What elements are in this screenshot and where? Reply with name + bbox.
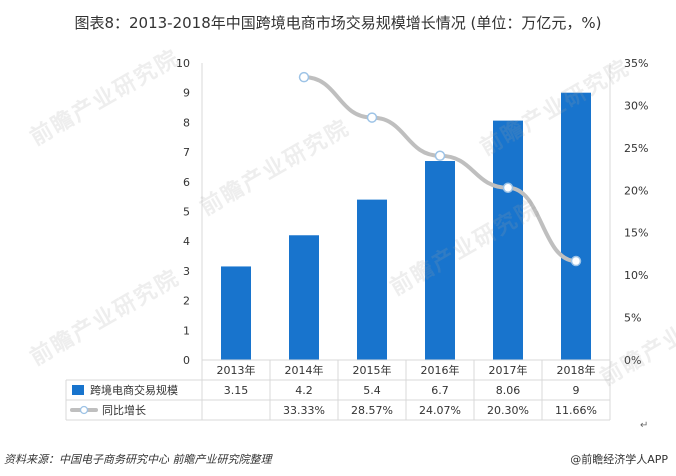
right-tick-label: 30% (624, 99, 648, 112)
source-text: 中国电子商务研究中心 前瞻产业研究院整理 (59, 453, 272, 466)
axes (201, 63, 611, 360)
right-tick-label: 20% (624, 184, 648, 197)
left-axis-ticks: 0 1 2 3 4 5 6 7 8 9 10 (176, 57, 190, 367)
bar (425, 161, 455, 360)
left-tick-label: 7 (183, 146, 190, 159)
source-note: 资料来源：中国电子商务研究中心 前瞻产业研究院整理 (4, 451, 272, 467)
right-tick-label: 10% (624, 269, 648, 282)
growth-value-label: 20.30% (487, 404, 529, 417)
growth-value-label: 24.07% (419, 404, 461, 417)
category-label: 2016年 (421, 363, 460, 377)
right-tick-label: 0% (624, 354, 641, 367)
left-tick-label: 5 (183, 206, 190, 219)
category-label: 2014年 (285, 363, 324, 377)
left-tick-label: 6 (183, 176, 190, 189)
growth-point (298, 71, 310, 83)
growth-value-label: 28.57% (351, 404, 393, 417)
legend-line-marker (79, 405, 89, 415)
source-label: 资料来源： (4, 453, 59, 466)
growth-point (434, 150, 446, 161)
bar-value-label: 3.15 (224, 384, 249, 397)
category-label: 2017年 (489, 363, 528, 377)
left-tick-label: 0 (183, 354, 190, 367)
bar (221, 266, 251, 360)
left-tick-label: 9 (183, 87, 190, 100)
bar-series (221, 92, 591, 360)
left-tick-label: 4 (183, 235, 190, 248)
bar-value-label: 6.7 (431, 384, 449, 397)
left-tick-label: 8 (183, 116, 190, 129)
bar-value-label: 8.06 (496, 384, 521, 397)
growth-point (502, 182, 514, 193)
bar (561, 92, 591, 360)
legend-bar-key (72, 385, 84, 395)
right-tick-label: 35% (624, 57, 648, 70)
left-tick-label: 2 (183, 295, 190, 308)
right-tick-label: 15% (624, 227, 648, 240)
right-tick-label: 25% (624, 142, 648, 155)
bar-value-label: 9 (573, 384, 580, 397)
left-tick-label: 3 (183, 265, 190, 278)
bar (289, 235, 319, 360)
bar (493, 120, 523, 360)
data-table: 2013年 2014年 2015年 2016年 2017年 2018年跨境电商交易规模同比… (65, 359, 611, 421)
category-label: 2015年 (353, 363, 392, 377)
brand-credit: @前瞻经济学人APP (570, 453, 668, 466)
bar-value-label: 5.4 (363, 384, 381, 397)
legend-bar-label: 跨境电商交易规模 (90, 383, 178, 397)
chart-title: 图表8：2013-2018年中国跨境电商市场交易规模增长情况 (单位：万亿元，%… (74, 14, 602, 32)
bar (357, 199, 387, 360)
category-label: 2013年 (217, 363, 256, 377)
right-axis-ticks: 0% 5% 10% 15% 20% 25% 30% 35% (624, 57, 648, 367)
category-label: 2018年 (557, 363, 596, 377)
growth-point (366, 112, 378, 123)
left-tick-label: 1 (183, 324, 190, 337)
bar-value-label: 4.2 (295, 384, 313, 397)
left-tick-label: 10 (176, 57, 190, 70)
line-series (298, 71, 582, 267)
legend-line-label: 同比增长 (102, 403, 146, 417)
growth-value-label: 11.66% (555, 404, 597, 417)
right-tick-label: 5% (624, 312, 641, 325)
return-mark: ↵ (640, 420, 649, 431)
growth-value-label: 33.33% (283, 404, 325, 417)
growth-point (570, 255, 582, 267)
